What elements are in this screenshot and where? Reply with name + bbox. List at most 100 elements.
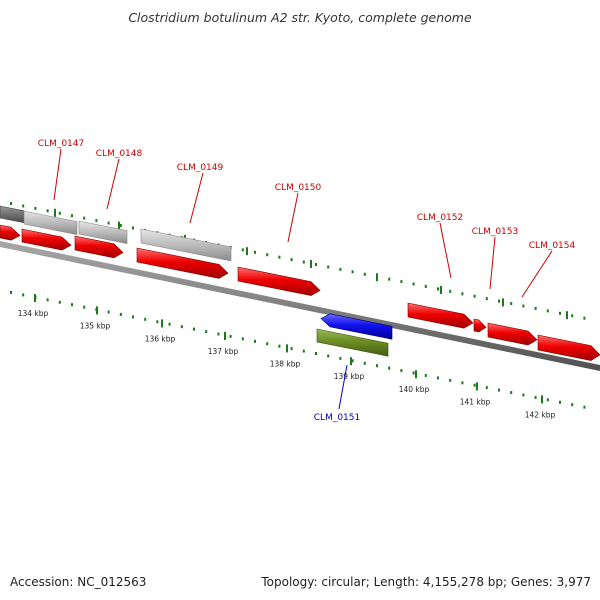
ruler-dot [302,260,305,264]
kbp-tick-label: 136 kbp [145,334,176,343]
kbp-ruler-dot [351,359,354,363]
cds-arrow-clm-0149 [136,247,229,279]
gene-label-clm-0147: CLM_0147 [38,139,84,149]
kbp-tick-label: 135 kbp [80,321,111,330]
feature-bar-dark [0,205,25,224]
kbp-ruler-dot [132,315,134,319]
kbp-ruler-dot [156,320,159,324]
ruler-dot [71,214,73,218]
kbp-tick-label: 138 kbp [270,359,301,368]
kbp-ruler-dot [217,332,220,336]
cds-arrow-clm-0155 [537,334,600,361]
gene-label-leader [521,250,553,298]
kbp-tick [286,344,288,353]
ruler-dot [571,314,574,318]
kbp-ruler-dot [107,310,110,314]
ruler-dot [327,265,330,269]
ruler-dot [315,263,317,266]
gene-label-leader [53,148,62,201]
rna-feature-clm-0151 [316,328,389,357]
ruler-dot [132,226,134,230]
gene-label-leader [287,192,299,243]
kbp-ruler-dot [71,303,73,307]
kbp-ruler-dot [278,344,281,348]
kbp-ruler-dot [46,298,49,302]
ruler-dot [510,302,513,306]
kbp-ruler-dot [83,305,86,309]
cds-arrow-clm-0146 [0,224,21,241]
kbp-ruler-dot [144,317,147,321]
kbp-ruler-dot [388,366,391,370]
ruler-tick [376,273,378,282]
kbp-ruler-dot [485,386,488,390]
ruler-tick [566,311,568,320]
gene-label-leader [189,172,204,224]
ruler-dot [339,267,342,271]
accession-label: Accession: NC_012563 [10,575,147,589]
kbp-ruler-dot [534,395,537,399]
kbp-ruler-dot [339,356,342,360]
gene-label-leader [439,222,452,279]
kbp-ruler-dot [522,393,525,397]
kbp-ruler-dot [376,364,378,368]
genome-backbone [0,241,600,371]
kbp-ruler-dot [400,369,403,373]
kbp-ruler-dot [449,378,452,382]
map-title: Clostridium botulinum A2 str. Kyoto, com… [128,10,472,25]
ruler-dot [473,294,476,298]
kbp-ruler-dot [193,327,195,331]
ruler-dot [351,270,354,274]
ruler-tick [310,260,312,268]
kbp-tick [96,306,98,315]
ruler-dot [412,282,415,286]
ruler-dot [46,209,49,213]
cds-arrow-clm-0150 [237,266,321,296]
ruler-dot [485,297,488,301]
ruler-dot [254,250,256,254]
kbp-tick [541,395,543,404]
genome-summary: Topology: circular; Length: 4,155,278 bp… [261,575,591,589]
kbp-ruler-dot [119,312,122,316]
ruler-dot [546,309,549,313]
kbp-tick [415,370,417,379]
ruler-dot [583,316,586,320]
kbp-tick-label: 140 kbp [399,385,430,394]
gene-label-leader [489,236,496,290]
ruler-dot [424,284,427,288]
cds-arrow-clm-0151 [320,313,393,340]
ruler-dot [363,272,366,276]
kbp-ruler-dot [510,391,513,395]
ruler-dot [22,204,25,208]
ruler-dot [58,211,61,215]
ruler-dot [278,255,281,259]
kbp-ruler-dot [571,403,574,407]
cds-arrow-clm-0152 [407,302,474,329]
ruler-dot [266,253,269,257]
ruler-dot [34,206,37,210]
kbp-ruler-dot [168,322,171,326]
cds-arrow-clm-0148 [74,235,124,259]
ruler-dot [119,223,122,227]
kbp-tick [161,319,163,328]
gene-label-clm-0154: CLM_0154 [529,241,576,251]
kbp-tick-label: 142 kbp [525,410,556,419]
kbp-ruler-dot [546,398,549,402]
kbp-ruler-dot [266,342,269,346]
ruler-tick [246,247,248,256]
kbp-ruler-dot [473,383,476,387]
gene-label-leader [106,158,120,210]
kbp-ruler-dot [437,376,439,380]
ruler-dot [83,216,86,220]
kbp-tick [34,294,36,302]
kbp-tick [224,332,226,340]
kbp-ruler-dot [254,339,256,343]
gene-label-clm-0151: CLM_0151 [314,413,360,423]
kbp-tick-label: 137 kbp [208,347,239,356]
ruler-tick [54,208,56,217]
feature-bar-clm-0147 [23,210,78,235]
kbp-tick [350,357,352,366]
ruler-dot [10,202,12,205]
kbp-ruler-dot [241,337,244,341]
ruler-tick [118,221,120,230]
